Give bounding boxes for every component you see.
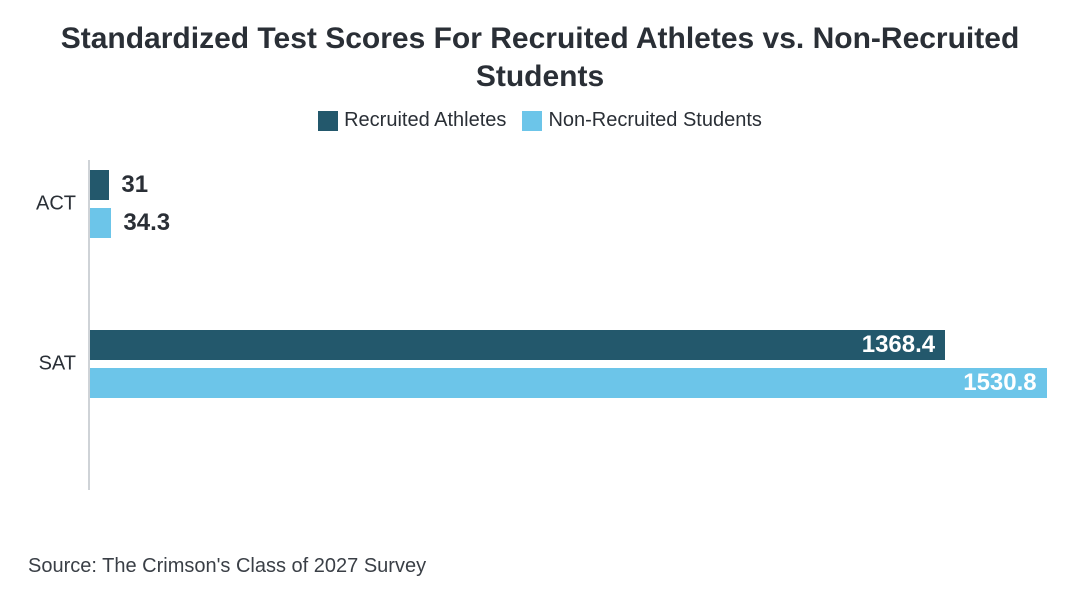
category-label-act: ACT (36, 193, 76, 216)
bar-label-sat-nonrecruited: 1530.8 (963, 369, 1036, 397)
bar-label-act-recruited: 31 (121, 171, 148, 199)
bar-sat-nonrecruited (90, 368, 1047, 398)
legend-item-recruited: Recruited Athletes (318, 109, 506, 132)
bar-act-nonrecruited (90, 208, 111, 238)
legend-label-nonrecruited: Non-Recruited Students (548, 109, 761, 132)
chart-plot-area: ACT 31 34.3 SAT 1368.4 1530.8 (88, 160, 1068, 490)
chart-container: Standardized Test Scores For Recruited A… (0, 0, 1080, 594)
legend-label-recruited: Recruited Athletes (344, 109, 506, 132)
chart-source: Source: The Crimson's Class of 2027 Surv… (28, 555, 426, 578)
category-label-sat: SAT (39, 353, 76, 376)
legend-item-nonrecruited: Non-Recruited Students (522, 109, 761, 132)
chart-title: Standardized Test Scores For Recruited A… (28, 20, 1052, 95)
bar-label-sat-recruited: 1368.4 (862, 331, 935, 359)
chart-legend: Recruited Athletes Non-Recruited Student… (28, 109, 1052, 132)
legend-swatch-nonrecruited (522, 111, 542, 131)
legend-swatch-recruited (318, 111, 338, 131)
bar-sat-recruited (90, 330, 945, 360)
bar-label-act-nonrecruited: 34.3 (123, 209, 170, 237)
bar-act-recruited (90, 170, 109, 200)
